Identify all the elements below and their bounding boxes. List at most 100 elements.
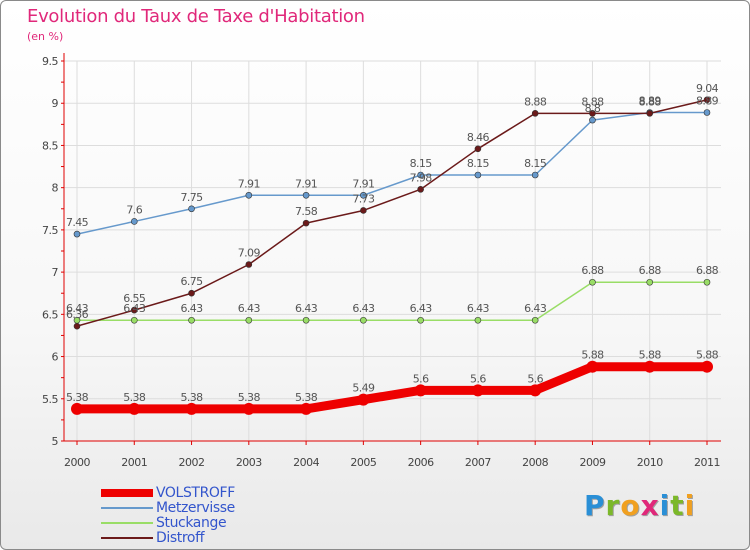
x-tick-label: 2002: [179, 456, 205, 469]
data-point-volstroff: [701, 360, 713, 373]
data-label-stuckange: 6.43: [123, 302, 146, 315]
data-point-volstroff: [300, 402, 313, 415]
data-point-distroff: [130, 306, 138, 314]
data-point-stuckange: [417, 316, 424, 324]
x-tick-label: 2007: [465, 456, 491, 469]
data-label-metzervisse: 7.45: [66, 216, 89, 229]
logo-letter: x: [640, 489, 660, 522]
data-label-metzervisse: 7.91: [352, 177, 374, 190]
y-tick-label: 8: [52, 182, 59, 195]
data-label-distroff: 7.09: [238, 247, 261, 260]
y-tick-label: 8.5: [42, 139, 58, 152]
data-point-volstroff: [242, 402, 255, 415]
data-label-metzervisse: 8.15: [410, 157, 433, 170]
data-label-stuckange: 6.43: [410, 302, 433, 315]
data-point-stuckange: [474, 316, 482, 324]
x-tick-label: 2006: [408, 456, 434, 469]
y-tick-label: 5.5: [42, 393, 58, 406]
data-label-distroff: 7.58: [295, 205, 318, 218]
y-tick-label: 9.5: [42, 55, 58, 68]
data-point-stuckange: [302, 316, 310, 324]
x-tick-label: 2003: [236, 456, 262, 469]
legend-item-distroff: Distroff: [101, 531, 301, 546]
data-point-metzervisse: [417, 171, 424, 179]
data-label-volstroff: 5.6: [527, 372, 543, 385]
data-point-distroff: [302, 219, 310, 227]
y-tick-label: 7.5: [42, 224, 58, 237]
data-label-distroff: 7.98: [410, 171, 433, 184]
data-point-metzervisse: [589, 116, 596, 124]
data-label-metzervisse: 7.75: [180, 191, 203, 204]
legend-label: Distroff: [156, 530, 205, 546]
data-point-volstroff: [414, 384, 427, 397]
legend-label: VOLSTROFF: [156, 485, 235, 501]
logo-letter: i: [659, 489, 671, 522]
logo-letter: P: [584, 489, 606, 522]
data-label-stuckange: 6.43: [180, 302, 203, 315]
data-label-metzervisse: 8.15: [524, 157, 547, 170]
data-label-metzervisse: 7.91: [238, 177, 260, 190]
data-label-distroff: 9.04: [696, 82, 719, 95]
data-label-metzervisse: 8.15: [467, 157, 490, 170]
y-tick-label: 6.5: [42, 308, 58, 321]
chart-title: Evolution du Taux de Taxe d'Habitation: [27, 6, 365, 27]
legend-item-stuckange: Stuckange: [101, 516, 301, 531]
data-label-stuckange: 6.43: [66, 302, 89, 315]
data-label-volstroff: 5.6: [413, 372, 429, 385]
x-tick-label: 2009: [579, 456, 605, 469]
data-point-metzervisse: [474, 171, 482, 179]
data-label-volstroff: 5.38: [238, 391, 261, 404]
y-tick-label: 5: [52, 435, 59, 448]
data-point-volstroff: [185, 402, 198, 415]
data-label-volstroff: 5.6: [470, 372, 486, 385]
data-label-metzervisse: 8.8: [585, 102, 601, 115]
data-point-volstroff: [128, 402, 141, 415]
data-point-stuckange: [646, 278, 654, 286]
data-point-metzervisse: [531, 171, 539, 179]
data-point-distroff: [417, 186, 424, 193]
data-point-metzervisse: [302, 191, 310, 199]
data-label-volstroff: 5.38: [123, 391, 146, 404]
data-label-distroff: 8.88: [581, 95, 604, 108]
data-label-volstroff: 5.38: [66, 391, 89, 404]
data-point-stuckange: [531, 316, 539, 324]
data-label-metzervisse: 8.89: [639, 95, 662, 108]
data-label-stuckange: 6.43: [524, 302, 547, 315]
x-tick-label: 2000: [64, 456, 90, 469]
legend-item-metzervisse: Metzervisse: [101, 501, 301, 516]
data-point-distroff: [703, 96, 711, 104]
x-tick-label: 2011: [694, 456, 720, 469]
y-tick-label: 6: [52, 351, 59, 364]
logo-letter: i: [684, 489, 696, 522]
data-point-distroff: [73, 322, 81, 330]
series-line-stuckange: [76, 281, 708, 321]
data-point-metzervisse: [188, 205, 195, 213]
data-point-volstroff: [471, 384, 484, 397]
series-line-distroff: [76, 99, 708, 327]
series-line-metzervisse: [76, 111, 708, 235]
data-label-distroff: 8.88: [524, 95, 547, 108]
logo-letter: r: [605, 489, 621, 522]
data-point-stuckange: [589, 278, 596, 286]
legend-swatch: [101, 507, 153, 509]
x-tick-label: 2005: [350, 456, 376, 469]
data-point-stuckange: [130, 316, 138, 324]
data-label-volstroff: 5.88: [639, 349, 662, 362]
y-tick-label: 9: [52, 97, 59, 110]
x-tick-label: 2001: [121, 456, 147, 469]
proxiti-logo: Proxiti: [584, 489, 695, 522]
logo-letter: o: [620, 489, 641, 522]
x-tick-label: 2010: [637, 456, 663, 469]
data-point-stuckange: [245, 316, 253, 324]
x-tick-label: 2004: [293, 456, 319, 469]
data-label-volstroff: 5.88: [696, 349, 719, 362]
data-label-distroff: 8.46: [467, 131, 490, 144]
data-point-distroff: [245, 261, 253, 268]
legend: VOLSTROFF Metzervisse Stuckange Distroff: [101, 486, 301, 546]
x-tick-label: 2008: [522, 456, 548, 469]
data-point-metzervisse: [245, 191, 253, 199]
legend-item-volstroff: VOLSTROFF: [101, 486, 301, 501]
data-point-distroff: [531, 110, 539, 117]
